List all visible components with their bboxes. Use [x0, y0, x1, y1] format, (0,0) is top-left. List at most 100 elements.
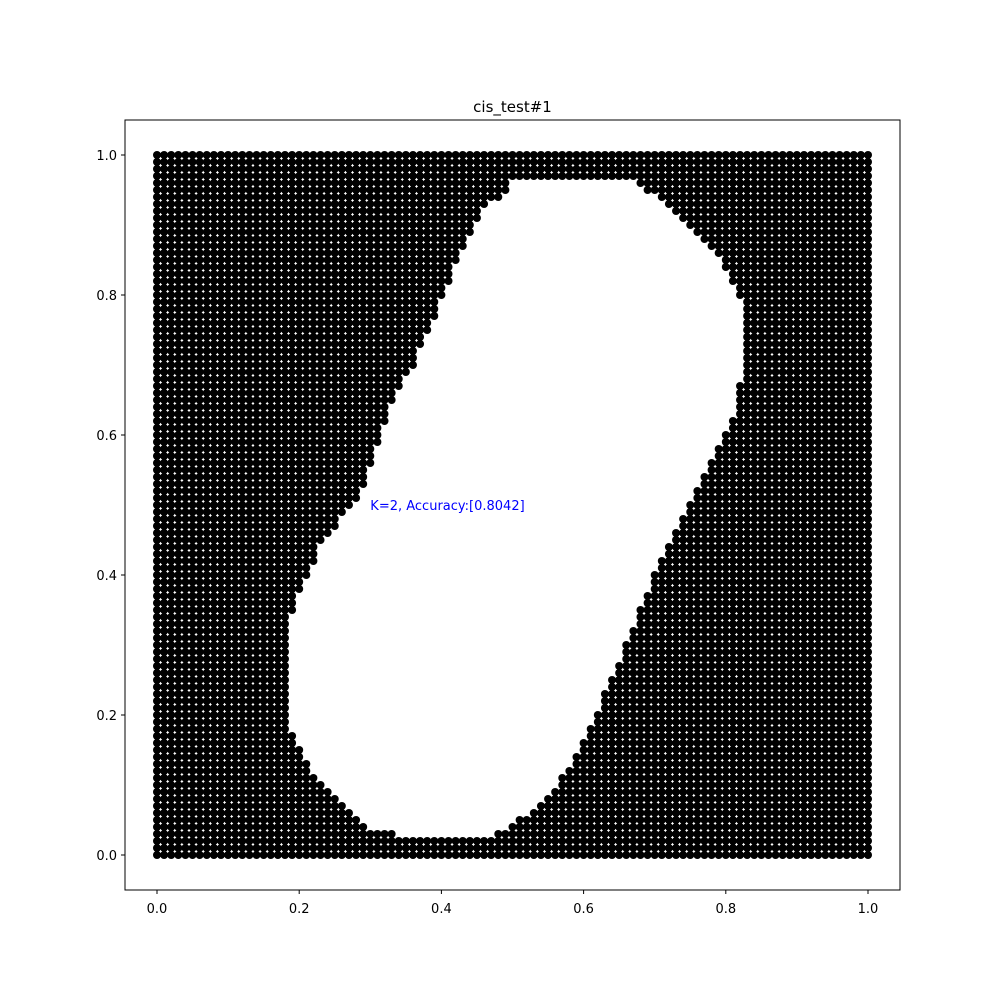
scatter-point [736, 228, 745, 236]
scatter-point [330, 795, 339, 803]
scatter-point [736, 788, 745, 796]
scatter-point [551, 809, 560, 817]
scatter-point [209, 361, 218, 369]
scatter-point [764, 529, 773, 537]
scatter-point [167, 165, 176, 173]
scatter-point [188, 200, 197, 208]
scatter-point [174, 165, 183, 173]
scatter-point [337, 249, 346, 257]
scatter-point [444, 165, 453, 173]
scatter-point [195, 844, 204, 852]
scatter-point [679, 669, 688, 677]
scatter-point [167, 403, 176, 411]
scatter-point [707, 242, 716, 250]
scatter-point [387, 235, 396, 243]
scatter-point [423, 235, 432, 243]
scatter-point [252, 179, 261, 187]
scatter-point [593, 788, 602, 796]
scatter-point [494, 179, 503, 187]
scatter-point [672, 690, 681, 698]
scatter-point [202, 809, 211, 817]
scatter-point [743, 669, 752, 677]
scatter-point [707, 221, 716, 229]
scatter-point [153, 655, 161, 663]
scatter-point [736, 767, 745, 775]
scatter-point [728, 802, 737, 810]
scatter-point [757, 382, 766, 390]
scatter-point [202, 410, 211, 418]
scatter-point [188, 739, 197, 747]
scatter-point [245, 459, 254, 467]
scatter-point [728, 795, 737, 803]
scatter-point [736, 487, 745, 495]
scatter-point [309, 186, 318, 194]
scatter-point [707, 606, 716, 614]
scatter-point [231, 200, 240, 208]
scatter-point [245, 711, 254, 719]
scatter-point [465, 207, 474, 215]
scatter-point [352, 431, 361, 439]
scatter-point [437, 193, 446, 201]
scatter-point [728, 725, 737, 733]
scatter-point [259, 396, 268, 404]
scatter-point [181, 690, 190, 698]
scatter-point [579, 746, 588, 754]
scatter-point [366, 207, 375, 215]
scatter-point [679, 711, 688, 719]
scatter-point [778, 830, 787, 838]
scatter-point [252, 494, 261, 502]
scatter-point [245, 732, 254, 740]
scatter-point [209, 193, 218, 201]
scatter-point [664, 557, 673, 565]
scatter-point [209, 494, 218, 502]
scatter-point [266, 354, 275, 362]
scatter-point [629, 732, 638, 740]
scatter-point [408, 340, 417, 348]
scatter-point [238, 711, 247, 719]
scatter-point [266, 459, 275, 467]
scatter-point [202, 256, 211, 264]
scatter-point [167, 767, 176, 775]
scatter-point [657, 585, 666, 593]
scatter-point [224, 382, 233, 390]
scatter-point [181, 676, 190, 684]
scatter-point [352, 445, 361, 453]
scatter-point [252, 683, 261, 691]
scatter-point [494, 158, 503, 166]
scatter-point [700, 151, 709, 159]
scatter-point [771, 536, 780, 544]
scatter-point [416, 242, 425, 250]
scatter-point [280, 809, 289, 817]
scatter-point [273, 837, 282, 845]
scatter-point [330, 333, 339, 341]
scatter-point [209, 165, 218, 173]
scatter-point [700, 718, 709, 726]
scatter-point [181, 683, 190, 691]
scatter-point [679, 529, 688, 537]
scatter-point [366, 382, 375, 390]
scatter-point [160, 172, 169, 180]
scatter-point [252, 172, 261, 180]
scatter-point [728, 536, 737, 544]
scatter-point [209, 753, 218, 761]
scatter-point [437, 837, 446, 845]
scatter-point [216, 536, 225, 544]
scatter-point [757, 711, 766, 719]
scatter-point [757, 634, 766, 642]
scatter-point [579, 844, 588, 852]
scatter-point [216, 844, 225, 852]
scatter-point [273, 431, 282, 439]
scatter-point [714, 830, 723, 838]
scatter-point [736, 739, 745, 747]
scatter-point [231, 669, 240, 677]
scatter-point [736, 606, 745, 614]
scatter-point [522, 851, 531, 859]
scatter-point [736, 641, 745, 649]
scatter-point [273, 319, 282, 327]
scatter-point [181, 298, 190, 306]
scatter-point [231, 662, 240, 670]
scatter-point [288, 410, 297, 418]
scatter-point [636, 151, 645, 159]
scatter-point [487, 844, 496, 852]
scatter-point [636, 697, 645, 705]
